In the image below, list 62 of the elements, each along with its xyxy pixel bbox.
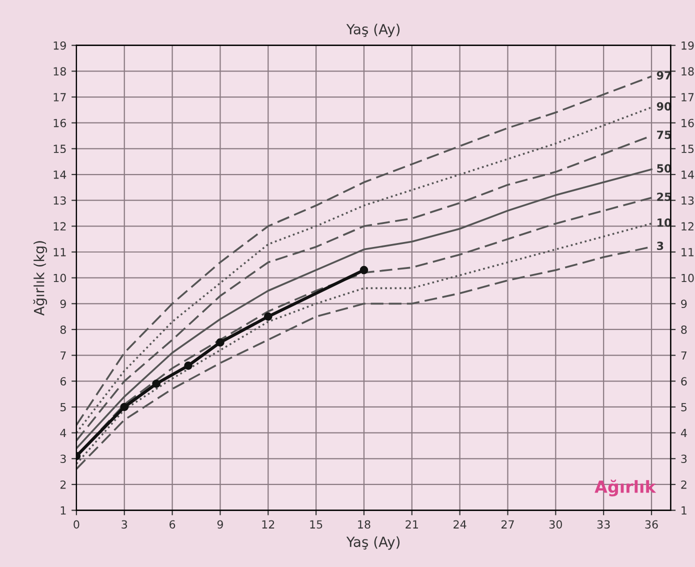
y2-tick-label: 18	[682, 67, 694, 76]
x-tick-label: 30	[549, 520, 562, 529]
x-tick-label: 36	[645, 520, 658, 529]
point	[216, 338, 224, 347]
y2-tick-label: 6	[681, 377, 687, 386]
x-tick-label: 18	[358, 520, 370, 529]
y-tick-label: 15	[54, 144, 66, 154]
y-tick-label: 6	[60, 377, 66, 386]
x-tick-label: 3	[122, 520, 128, 529]
y-tick-label: 14	[54, 170, 66, 179]
x-tick-label: 15	[310, 520, 322, 529]
y-tick-label: 18	[54, 67, 66, 76]
y2-tick-label: 1	[682, 506, 686, 515]
y2-tick-label: 17	[682, 93, 694, 102]
y-tick-label: 1	[60, 506, 66, 515]
y-tick-label: 19	[54, 41, 66, 50]
y-tick-label: 9	[60, 300, 66, 308]
y-tick-label: 7	[60, 351, 66, 360]
y2-tick-label: 2	[681, 480, 686, 489]
y2-tick-label: 13	[682, 196, 694, 205]
y-tick-label: 5	[60, 403, 66, 412]
y2-tick-label: 14	[682, 170, 694, 179]
y2-tick-label: 5	[681, 403, 686, 412]
y-tick-label: 11	[54, 248, 66, 256]
y2-tick-label: 7	[681, 351, 687, 360]
y-tick-label: 12	[54, 222, 66, 230]
y2-tick-label: 3	[681, 454, 687, 464]
x-tick-label: 6	[170, 520, 176, 529]
point	[264, 312, 272, 321]
y2-tick-label: 4	[680, 428, 687, 438]
x-tick-label: 12	[262, 520, 274, 528]
y2-tick-label: 10	[682, 274, 694, 282]
y-tick-label: 17	[54, 93, 66, 102]
point	[184, 361, 192, 370]
y2-tick-label: 12	[682, 222, 694, 230]
x-tick-label: 9	[217, 520, 223, 529]
x-tick-label: 33	[597, 520, 610, 529]
y-tick-label: 13	[54, 196, 66, 205]
chart-title: Yaş (Ay)	[346, 24, 400, 38]
point	[360, 266, 368, 274]
y-tick-label: 4	[60, 428, 66, 438]
y2-tick-label: 11	[682, 248, 694, 256]
y2-tick-label: 16	[682, 118, 694, 128]
y2-tick-label: 9	[681, 300, 687, 308]
y-tick-label: 16	[54, 118, 66, 128]
series-label: 97	[656, 71, 671, 80]
y2-tick-label: 19	[682, 41, 694, 50]
y2-tick-label: 8	[681, 325, 687, 334]
x-axis-title: Yaş (Ay)	[346, 536, 400, 550]
y-axis-title: Ağırlık (kg)	[33, 241, 48, 316]
x-tick-label: 27	[501, 520, 514, 528]
y-tick-label: 8	[60, 325, 66, 334]
series-label: 3	[657, 242, 664, 250]
x-tick-label: 24	[454, 520, 466, 528]
point	[120, 402, 129, 412]
x-tick-label: 0	[74, 520, 80, 529]
y-tick-label: 3	[60, 454, 66, 464]
point	[152, 380, 160, 388]
y-tick-label: 2	[60, 480, 66, 489]
y2-tick-label: 15	[682, 144, 694, 154]
x-tick-label: 21	[406, 520, 418, 528]
y-tick-label: 10	[54, 274, 66, 282]
